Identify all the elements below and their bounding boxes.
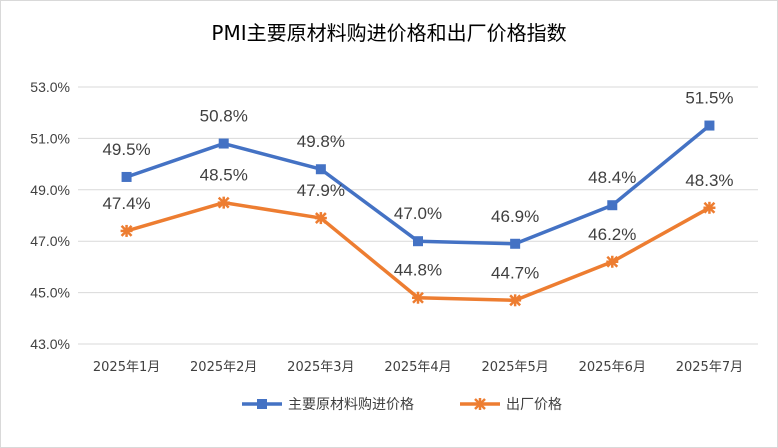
data-point-marker bbox=[607, 200, 618, 211]
x-tick-label: 2025年3月 bbox=[287, 360, 354, 375]
y-tick-label: 51.0% bbox=[30, 130, 70, 146]
x-tick-label: 2025年5月 bbox=[481, 360, 548, 375]
data-label: 48.3% bbox=[685, 171, 733, 190]
data-point-marker bbox=[314, 212, 327, 225]
gridlines bbox=[78, 86, 758, 345]
data-label: 51.5% bbox=[685, 89, 733, 108]
data-label: 46.2% bbox=[588, 225, 636, 244]
legend-item: 出厂价格 bbox=[460, 397, 562, 413]
legend-marker bbox=[474, 398, 486, 410]
data-label: 44.7% bbox=[491, 263, 539, 282]
x-axis: 2025年1月 2025年2月 2025年3月 2025年4月 2025年5月 2025年… bbox=[93, 360, 743, 375]
legend-marker bbox=[257, 399, 267, 409]
data-point-marker bbox=[412, 291, 424, 304]
legend-item: 主要原材料购进价格 bbox=[242, 397, 414, 413]
data-label: 48.4% bbox=[588, 168, 636, 187]
legend-label: 主要原材料购进价格 bbox=[288, 397, 414, 413]
data-label: 47.0% bbox=[394, 204, 442, 223]
data-point-marker bbox=[703, 201, 716, 214]
legend-label: 出厂价格 bbox=[506, 397, 562, 413]
data-label: 46.9% bbox=[491, 207, 539, 226]
data-label: 49.8% bbox=[297, 132, 345, 151]
x-tick-label: 2025年2月 bbox=[190, 360, 257, 375]
data-point-marker bbox=[217, 196, 230, 209]
data-point-marker bbox=[509, 294, 522, 307]
y-tick-label: 53.0% bbox=[30, 79, 70, 95]
y-tick-label: 47.0% bbox=[30, 233, 70, 249]
data-label: 47.4% bbox=[102, 194, 150, 213]
data-point-marker bbox=[315, 164, 326, 175]
series-group bbox=[120, 120, 716, 307]
data-label: 44.8% bbox=[394, 261, 442, 280]
data-label: 48.5% bbox=[200, 166, 248, 185]
y-tick-label: 45.0% bbox=[30, 285, 70, 301]
data-labels: 49.5% 50.8% 49.8% 47.0% 46.9% 48.4% 51.5% 47.4%… bbox=[102, 89, 733, 283]
legend: 主要原材料购进价格 出厂价格 bbox=[242, 397, 562, 413]
data-point-marker bbox=[704, 120, 715, 131]
data-point-marker bbox=[120, 224, 133, 237]
data-label: 50.8% bbox=[200, 107, 248, 126]
x-tick-label: 2025年1月 bbox=[93, 360, 160, 375]
data-label: 49.5% bbox=[102, 140, 150, 159]
x-tick-label: 2025年4月 bbox=[384, 360, 451, 375]
data-point-marker bbox=[606, 255, 619, 268]
y-tick-label: 49.0% bbox=[30, 182, 70, 198]
data-point-marker bbox=[218, 138, 229, 149]
data-point-marker bbox=[413, 236, 423, 247]
data-point-marker bbox=[510, 238, 521, 249]
data-label: 47.9% bbox=[297, 181, 345, 200]
x-tick-label: 2025年7月 bbox=[676, 360, 743, 375]
chart-title: PMI主要原材料购进价格和出厂价格指数 bbox=[211, 21, 566, 45]
y-tick-label: 43.0% bbox=[30, 336, 70, 352]
data-point-marker bbox=[121, 171, 132, 182]
y-axis: 43.0% 45.0% 47.0% 49.0% 51.0% 53.0% bbox=[30, 79, 70, 352]
x-tick-label: 2025年6月 bbox=[579, 360, 646, 375]
